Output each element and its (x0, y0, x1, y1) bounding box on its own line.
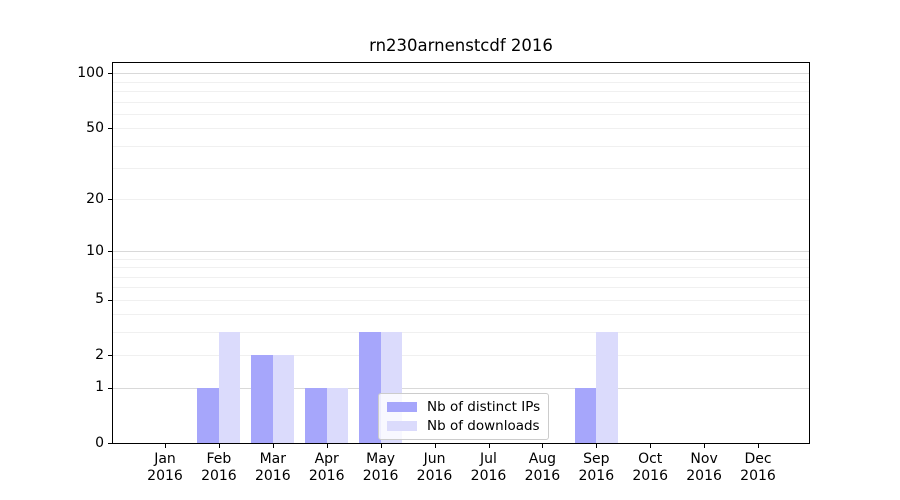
gridline-major-y100 (113, 73, 809, 75)
bar-downloads-apr-2016 (326, 387, 349, 443)
legend-label-downloads: Nb of downloads (427, 418, 540, 434)
x-tick-label-apr-2016: Apr 2016 (308, 451, 345, 484)
legend-item-distinct-ips: Nb of distinct IPs (387, 399, 540, 415)
x-tick-aug-2016 (542, 444, 544, 448)
y-tick-0 (108, 443, 112, 444)
y-tick-label-50: 50 (86, 119, 104, 136)
gridline-minor-y20 (113, 199, 809, 201)
x-tick-jul-2016 (488, 444, 490, 448)
y-tick-label-1: 1 (95, 379, 104, 395)
y-tick-label-5: 5 (95, 291, 104, 307)
legend-swatch-distinct-ips (387, 402, 417, 412)
gridline-minor-y7 (113, 276, 809, 278)
y-tick-5 (108, 299, 112, 301)
x-tick-label-oct-2016: Oct 2016 (632, 451, 668, 484)
gridline-minor-y70 (113, 101, 809, 103)
legend-swatch-downloads (387, 421, 417, 431)
y-tick-2 (108, 355, 112, 356)
plot-area (112, 62, 810, 444)
gridline-minor-y8 (113, 267, 809, 268)
x-tick-jan-2016 (165, 444, 166, 448)
gridline-minor-y80 (113, 91, 809, 93)
y-tick-label-20: 20 (86, 190, 104, 207)
y-tick-label-100: 100 (77, 64, 104, 81)
x-tick-label-aug-2016: Aug 2016 (524, 451, 561, 484)
legend: Nb of distinct IPs Nb of downloads (378, 393, 550, 440)
gridline-minor-y90 (113, 81, 809, 83)
x-tick-label-sep-2016: Sep 2016 (578, 451, 615, 484)
bar-distinct-ips-mar-2016 (251, 355, 273, 443)
y-tick-10 (108, 251, 112, 252)
x-tick-label-nov-2016: Nov 2016 (686, 451, 722, 484)
y-tick-1 (108, 387, 112, 389)
gridline-minor-y40 (113, 145, 809, 147)
gridline-major-y1 (113, 387, 809, 389)
y-tick-20 (108, 199, 112, 201)
y-tick-50 (108, 128, 112, 130)
x-tick-label-may-2016: May 2016 (362, 451, 399, 484)
bar-downloads-sep-2016 (596, 332, 618, 443)
gridline-minor-y6 (113, 287, 809, 289)
bar-distinct-ips-may-2016 (359, 332, 381, 443)
x-tick-may-2016 (380, 444, 382, 448)
x-tick-mar-2016 (272, 444, 274, 448)
gridline-minor-y4 (113, 314, 809, 316)
gridline-minor-y9 (113, 258, 809, 260)
x-tick-oct-2016 (650, 444, 652, 448)
y-tick-label-10: 10 (86, 242, 104, 259)
y-tick-label-0: 0 (95, 434, 104, 451)
x-tick-apr-2016 (326, 444, 328, 448)
x-tick-nov-2016 (704, 444, 706, 448)
y-tick-100 (108, 73, 112, 75)
gridline-minor-y60 (113, 113, 809, 115)
bar-distinct-ips-feb-2016 (197, 387, 219, 443)
x-tick-label-jul-2016: Jul 2016 (470, 451, 507, 484)
x-tick-label-jun-2016: Jun 2016 (416, 451, 453, 484)
legend-item-downloads: Nb of downloads (387, 418, 540, 434)
bar-distinct-ips-apr-2016 (305, 387, 327, 443)
x-tick-label-mar-2016: Mar 2016 (254, 451, 291, 484)
y-tick-label-2: 2 (95, 346, 104, 363)
x-tick-label-feb-2016: Feb 2016 (201, 451, 237, 484)
gridline-minor-y50 (113, 128, 809, 130)
bar-distinct-ips-sep-2016 (574, 387, 597, 443)
x-tick-jun-2016 (434, 444, 436, 448)
x-tick-feb-2016 (218, 444, 220, 448)
bar-downloads-mar-2016 (272, 355, 295, 443)
gridline-minor-y30 (113, 168, 809, 169)
x-tick-sep-2016 (596, 444, 598, 448)
x-tick-dec-2016 (758, 444, 759, 448)
gridline-minor-y5 (113, 299, 809, 301)
x-tick-label-dec-2016: Dec 2016 (740, 451, 776, 484)
bar-downloads-feb-2016 (218, 332, 241, 443)
x-tick-label-jan-2016: Jan 2016 (147, 451, 183, 484)
legend-label-distinct-ips: Nb of distinct IPs (427, 399, 541, 415)
gridline-major-y10 (113, 251, 809, 252)
gridline-minor-y2 (113, 355, 809, 356)
gridline-minor-y3 (113, 332, 809, 333)
chart-title: rn230arnenstcdf 2016 (369, 36, 553, 55)
